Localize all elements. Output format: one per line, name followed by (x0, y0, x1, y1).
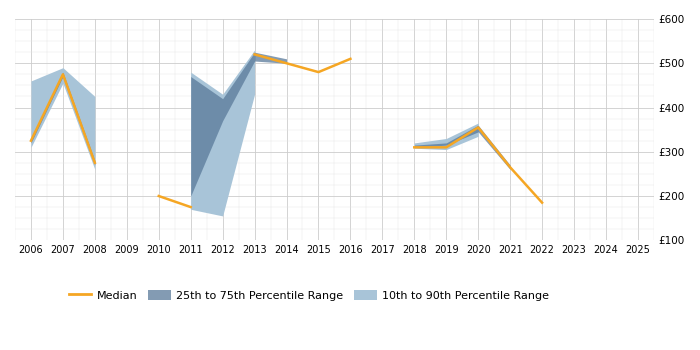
Legend: Median, 25th to 75th Percentile Range, 10th to 90th Percentile Range: Median, 25th to 75th Percentile Range, 1… (64, 286, 554, 305)
